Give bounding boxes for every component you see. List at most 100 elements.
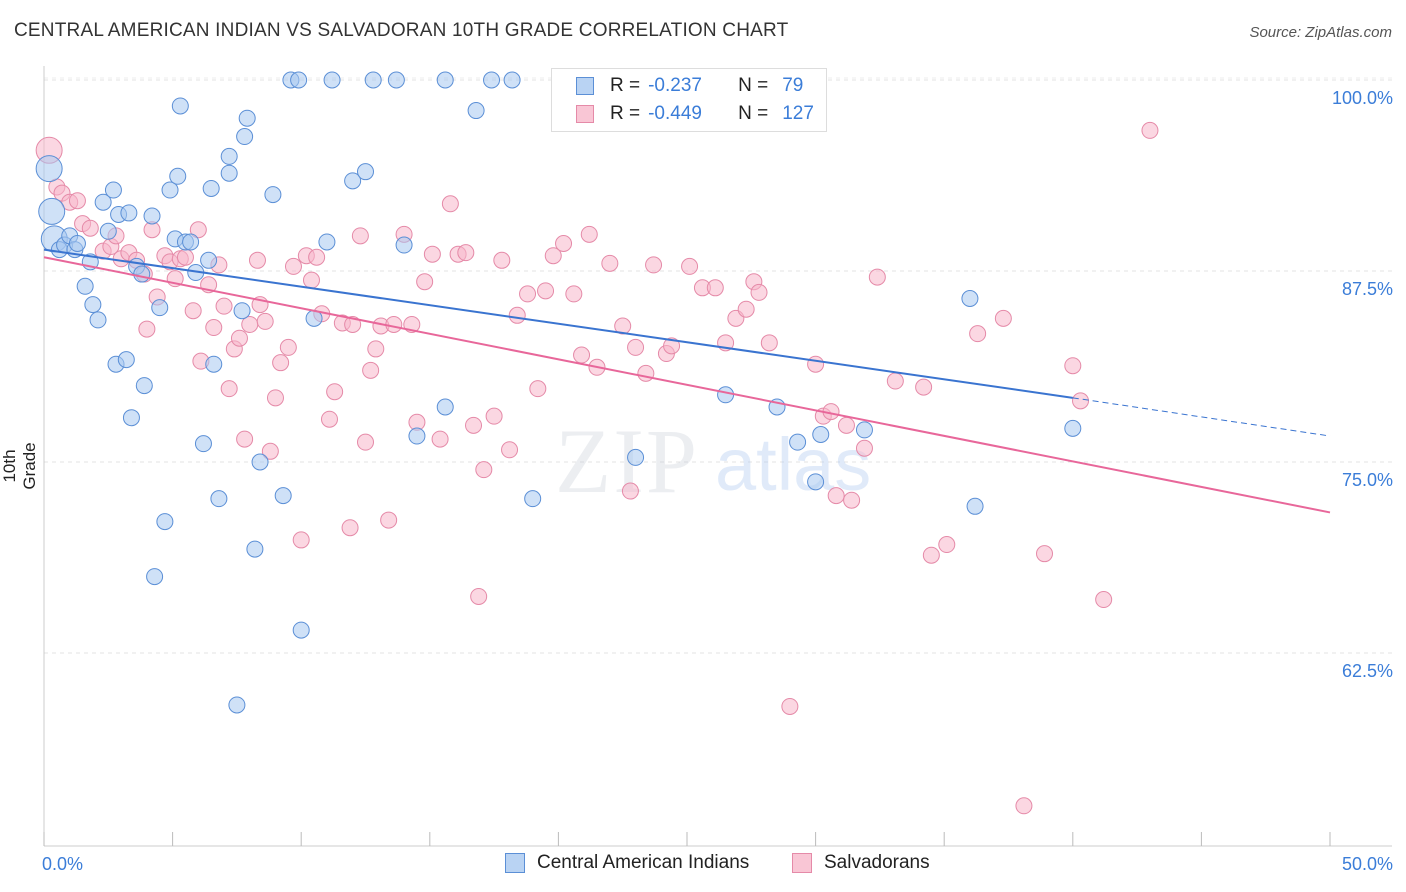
data-point [292, 621, 310, 639]
data-point [76, 277, 94, 295]
data-point [807, 473, 825, 491]
data-point [38, 197, 66, 225]
data-point [467, 102, 485, 120]
data-point [1141, 121, 1159, 139]
data-point [614, 317, 632, 335]
trend-line-salvadorans [43, 256, 1331, 514]
data-point [94, 193, 112, 211]
bottom-legend-salvadorans: Salvadorans [792, 852, 930, 874]
data-point [441, 195, 459, 213]
data-point [89, 311, 107, 329]
data-point [886, 372, 904, 390]
data-point [1095, 591, 1113, 609]
data-point [308, 248, 326, 266]
data-point [156, 513, 174, 531]
data-point [503, 71, 521, 89]
data-point [99, 222, 117, 240]
data-point [205, 355, 223, 373]
data-point [621, 482, 639, 500]
chart-title: CENTRAL AMERICAN INDIAN VS SALVADORAN 10… [14, 20, 789, 41]
data-point [323, 71, 341, 89]
data-point [261, 442, 279, 460]
data-point [133, 265, 151, 283]
data-point [205, 319, 223, 337]
data-point [717, 386, 735, 404]
data-point [151, 299, 169, 317]
data-point [855, 421, 873, 439]
data-point [135, 377, 153, 395]
data-point [251, 453, 269, 471]
data-point [161, 181, 179, 199]
data-point [1036, 545, 1054, 563]
data-point [122, 409, 140, 427]
data-point [236, 128, 254, 146]
data-point [68, 192, 86, 210]
legend-row-central-american-indians: R = -0.237 N = 79 [552, 73, 803, 99]
data-point [230, 329, 248, 347]
data-point [35, 155, 63, 183]
data-point [807, 355, 825, 373]
data-point [827, 487, 845, 505]
legend-n-label: N = [738, 75, 769, 96]
data-point [436, 398, 454, 416]
data-point [81, 219, 99, 237]
axes [43, 66, 1392, 847]
bottom-legend-label: Salvadorans [824, 852, 930, 873]
data-point [284, 257, 302, 275]
data-point [387, 71, 405, 89]
data-point [812, 425, 830, 443]
data-point [385, 315, 403, 333]
y-axis-label: 10th Grade [0, 442, 39, 490]
legend-r-value: -0.449 [648, 103, 702, 124]
data-point [256, 312, 274, 330]
data-point [395, 236, 413, 254]
data-point [176, 248, 194, 266]
data-point [104, 181, 122, 199]
data-point [706, 279, 724, 297]
data-point [202, 179, 220, 197]
data-point [357, 163, 374, 181]
data-point [1072, 392, 1090, 410]
data-point [117, 351, 135, 369]
data-point [220, 164, 238, 182]
data-point [364, 71, 382, 89]
data-point [465, 416, 483, 434]
data-point [485, 407, 503, 425]
data-point [483, 71, 501, 89]
legend-swatch-pink [576, 105, 594, 123]
legend-n-label: N = [738, 103, 769, 124]
data-point [248, 251, 266, 269]
data-point [120, 204, 138, 222]
data-point [555, 234, 573, 252]
data-point [84, 296, 102, 314]
data-point [681, 257, 699, 275]
data-point [320, 410, 338, 428]
data-point [519, 285, 537, 303]
data-point [627, 338, 645, 356]
data-point [233, 302, 251, 320]
data-point [272, 354, 290, 372]
data-point [663, 337, 681, 355]
data-point [537, 282, 555, 300]
data-point [994, 309, 1012, 327]
data-point [279, 338, 297, 356]
trend-line-central-american-indians [43, 248, 1073, 399]
trend-line-central-american-indians-extension [1072, 397, 1331, 437]
data-point [475, 461, 493, 479]
data-point [146, 568, 164, 586]
stats-legend: R = -0.237 N = 79 R = -0.449 N = 127 [551, 68, 827, 132]
data-point [220, 147, 238, 165]
data-point [423, 245, 441, 263]
gridlines [44, 77, 1392, 654]
y-tick-label: 87.5% [1342, 279, 1393, 299]
data-point [565, 285, 583, 303]
data-point [922, 546, 940, 564]
data-point [367, 340, 385, 358]
data-point [470, 587, 488, 605]
data-point [408, 427, 426, 445]
bottom-legend-label: Central American Indians [537, 852, 750, 873]
data-point [637, 364, 655, 382]
data-point [573, 346, 591, 364]
data-point [737, 300, 755, 318]
